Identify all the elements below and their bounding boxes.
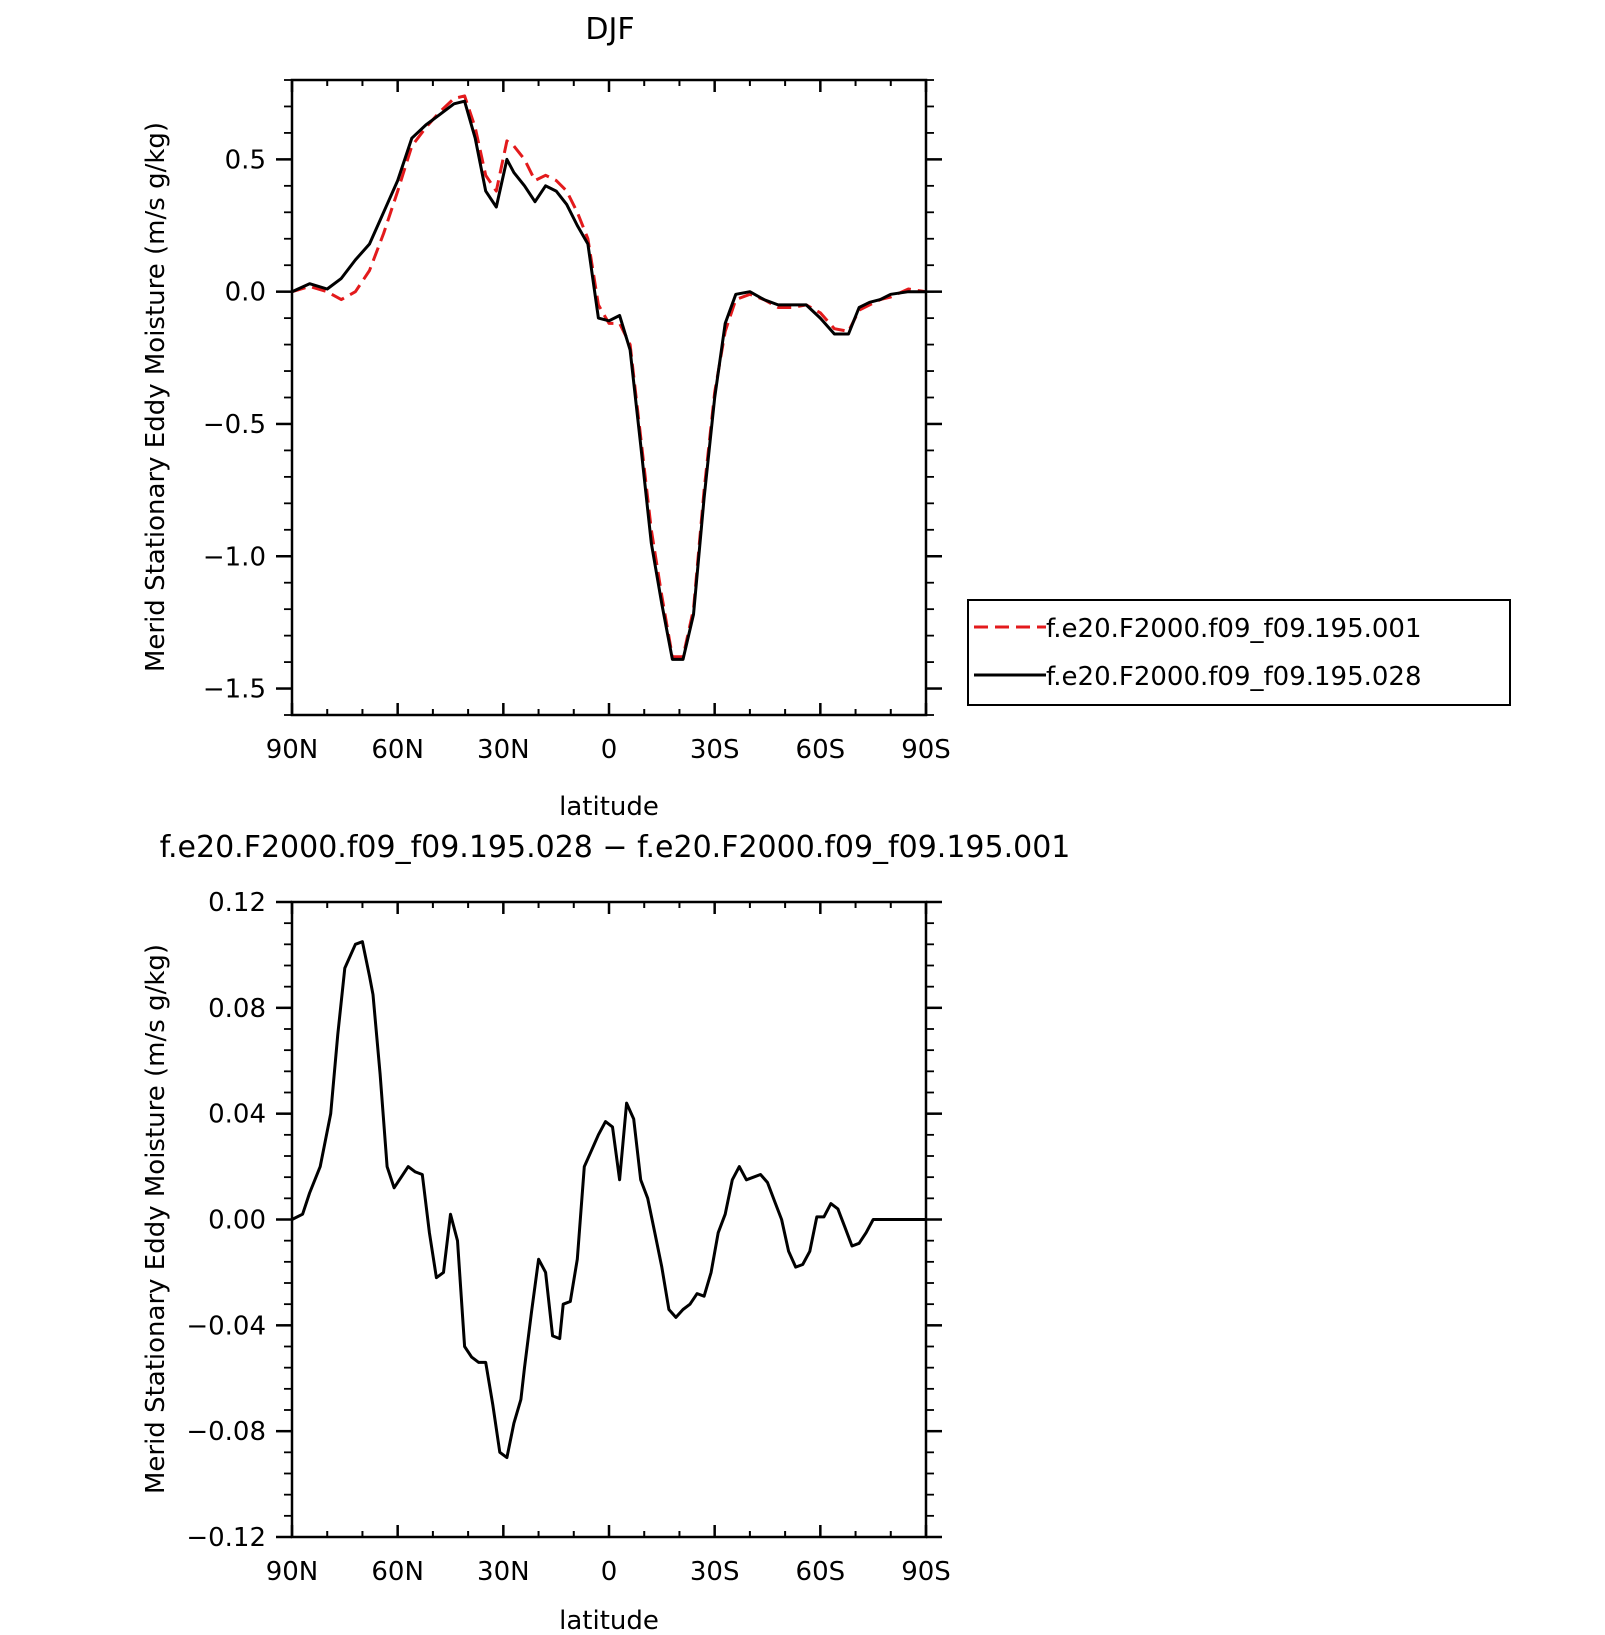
top-xtick-label: 30N	[477, 735, 530, 765]
top-xtick-label: 30S	[690, 735, 740, 765]
top-ytick-label: −0.5	[203, 410, 266, 440]
bottom-panel: f.e20.F2000.f09_f09.195.028 − f.e20.F200…	[141, 830, 1070, 1635]
bottom-series-line-0	[291, 940, 926, 1460]
bottom-xtick-label: 60S	[796, 1557, 846, 1587]
bottom-panel-title: f.e20.F2000.f09_f09.195.028 − f.e20.F200…	[160, 830, 1071, 865]
top-panel-xlabel: latitude	[559, 792, 659, 822]
legend-box	[967, 599, 1511, 706]
bottom-panel-frame	[290, 900, 928, 1539]
bottom-xtick-label: 0	[601, 1557, 618, 1587]
bottom-xtick-label: 30S	[690, 1557, 740, 1587]
bottom-panel-xlabel: latitude	[559, 1606, 659, 1635]
bottom-panel-ylabel: Merid Stationary Eddy Moisture (m/s g/kg…	[141, 944, 171, 1494]
top-xtick-label: 90N	[266, 735, 319, 765]
legend-label-001: f.e20.F2000.f09_f09.195.001	[1046, 614, 1422, 644]
bottom-xtick-label: 30N	[477, 1557, 530, 1587]
top-ytick-label: 0.0	[225, 278, 266, 308]
top-panel-ylabel: Merid Stationary Eddy Moisture (m/s g/kg…	[141, 122, 171, 672]
top-panel-lines	[291, 94, 927, 661]
top-xtick-label: 60N	[371, 735, 424, 765]
top-xtick-label: 60S	[796, 735, 846, 765]
bottom-panel-ticks: 90N 60N 30N 0 30S 60S 90S 0.12 0.08 0.04 0.00 −0.04…	[186, 888, 950, 1587]
top-panel-frame	[290, 78, 928, 717]
top-series-line-1	[291, 99, 926, 661]
bottom-ytick-label: −0.08	[186, 1417, 266, 1447]
top-xtick-label: 0	[601, 735, 618, 765]
bottom-ytick-label: 0.04	[208, 1100, 266, 1130]
top-series-line-0	[291, 94, 927, 659]
top-ytick-label: −1.5	[203, 675, 266, 705]
bottom-ytick-label: 0.08	[208, 994, 266, 1024]
legend: f.e20.F2000.f09_f09.195.001 f.e20.F2000.…	[967, 599, 1511, 706]
legend-label-028: f.e20.F2000.f09_f09.195.028	[1046, 662, 1422, 692]
top-panel: DJF 90N 60N 30N 0 30S 60S 90S 0.5 0.0 −0.5 −1.0 −1.…	[141, 12, 1511, 822]
bottom-ytick-label: 0.00	[208, 1206, 266, 1236]
top-panel-title: DJF	[585, 12, 634, 47]
top-ytick-label: −1.0	[203, 542, 266, 572]
bottom-ytick-label: −0.04	[186, 1311, 266, 1341]
bottom-panel-lines	[291, 940, 926, 1460]
bottom-ytick-label: −0.12	[186, 1523, 266, 1553]
bottom-xtick-label: 90N	[266, 1557, 319, 1587]
top-xtick-label: 90S	[901, 735, 951, 765]
bottom-ytick-label: 0.12	[208, 888, 266, 918]
bottom-xtick-label: 60N	[371, 1557, 424, 1587]
bottom-xtick-label: 90S	[901, 1557, 951, 1587]
top-panel-ticks: 90N 60N 30N 0 30S 60S 90S 0.5 0.0 −0.5 −1.0 −1.5	[203, 79, 951, 765]
top-ytick-label: 0.5	[225, 145, 266, 175]
